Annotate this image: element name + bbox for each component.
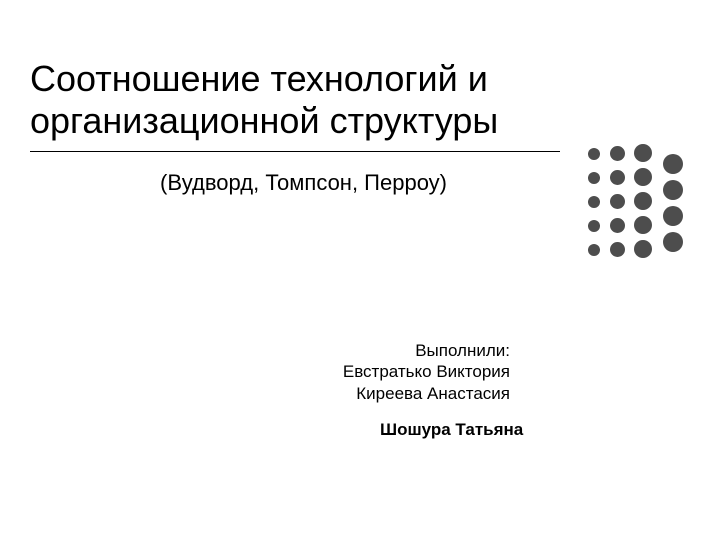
dot-icon [634, 216, 652, 234]
dot-icon [634, 240, 652, 258]
dot-icon [634, 168, 652, 186]
dot-icon [588, 172, 600, 184]
dot-icon [634, 144, 652, 162]
dot-icon [610, 170, 625, 185]
extra-name: Шошура Татьяна [380, 420, 523, 440]
dot-icon [588, 244, 600, 256]
dot-icon [663, 232, 683, 252]
page-title: Соотношение технологий и организационной… [30, 58, 560, 152]
dot-icon [588, 148, 600, 160]
dot-icon [588, 196, 600, 208]
title-block: Соотношение технологий и организационной… [30, 58, 560, 152]
credits-name-1: Евстратько Виктория [310, 361, 510, 382]
dot-icon [663, 180, 683, 200]
dot-icon [588, 220, 600, 232]
credits-block: Выполнили: Евстратько Виктория Киреева А… [310, 340, 510, 404]
dot-icon [610, 218, 625, 233]
subtitle: (Вудворд, Томпсон, Перроу) [160, 170, 447, 196]
dot-icon [610, 194, 625, 209]
credits-label: Выполнили: [310, 340, 510, 361]
dot-icon [610, 146, 625, 161]
dot-icon [663, 154, 683, 174]
dot-icon [634, 192, 652, 210]
dot-icon [610, 242, 625, 257]
credits-name-2: Киреева Анастасия [310, 383, 510, 404]
dot-icon [663, 206, 683, 226]
